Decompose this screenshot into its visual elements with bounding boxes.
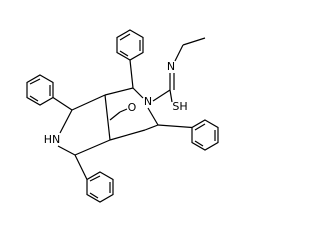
bond — [194, 140, 204, 147]
bond — [104, 87, 134, 96]
bond — [129, 59, 134, 89]
bond — [109, 129, 146, 141]
bonds — [26, 29, 219, 203]
bond — [119, 33, 131, 41]
bond — [144, 124, 159, 131]
bond — [74, 154, 88, 180]
atom-label: N — [144, 95, 152, 108]
atom-label: N — [167, 60, 175, 73]
bond — [52, 96, 73, 111]
bond — [182, 37, 206, 46]
bond — [132, 87, 144, 99]
structure-diagram: N SH N O HN — [26, 29, 219, 203]
atom-label: HN — [44, 133, 61, 146]
bond — [104, 94, 111, 141]
bond — [89, 175, 101, 182]
bond — [119, 50, 129, 57]
bond — [119, 108, 128, 113]
bond — [157, 124, 193, 129]
bond — [29, 78, 41, 85]
bond — [74, 139, 111, 156]
bond — [57, 145, 76, 156]
bond — [169, 89, 173, 103]
bond — [109, 111, 121, 121]
bond — [29, 95, 39, 102]
bond — [89, 192, 99, 199]
atom-label: SH — [172, 100, 187, 113]
bond — [174, 44, 184, 62]
bond — [59, 109, 73, 134]
bond — [152, 89, 171, 102]
bond — [71, 94, 106, 111]
bond — [194, 123, 206, 131]
phenyl-left — [26, 74, 54, 106]
bond — [147, 107, 159, 126]
atom-label: O — [128, 101, 137, 114]
